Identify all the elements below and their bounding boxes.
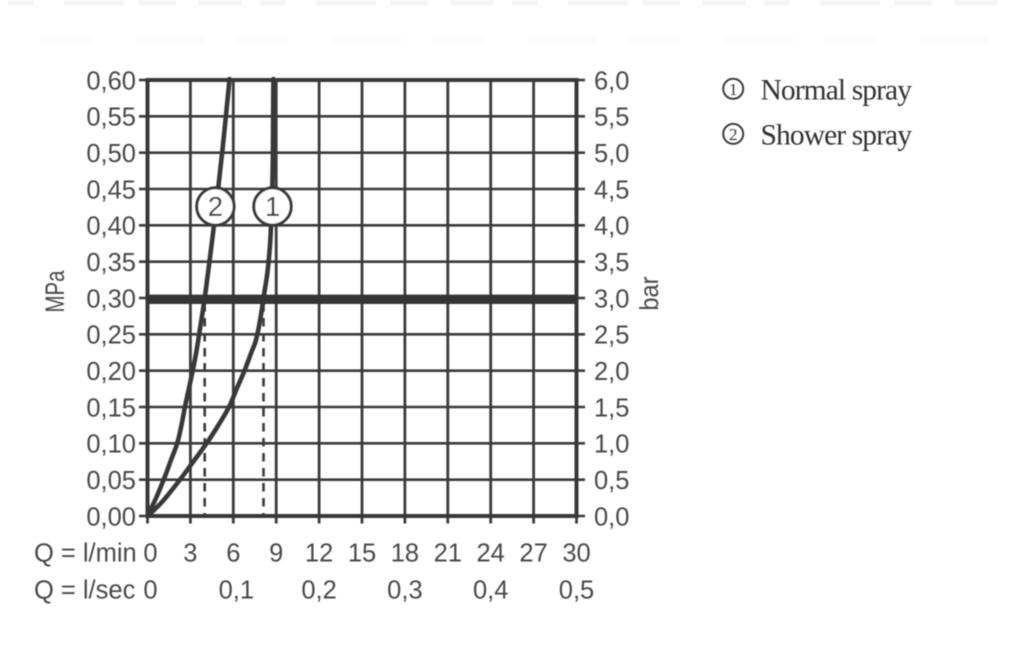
svg-text:0: 0 xyxy=(143,577,157,605)
svg-text:0,40: 0,40 xyxy=(86,213,136,241)
svg-text:1: 1 xyxy=(265,191,280,222)
svg-text:12: 12 xyxy=(305,539,333,567)
svg-text:0,00: 0,00 xyxy=(86,503,136,531)
svg-text:0,0: 0,0 xyxy=(594,503,629,531)
svg-text:1: 1 xyxy=(729,80,738,99)
svg-text:2: 2 xyxy=(208,191,223,222)
svg-text:Q = l/min: Q = l/min xyxy=(34,539,137,567)
svg-text:18: 18 xyxy=(391,539,419,567)
svg-text:Q = l/sec: Q = l/sec xyxy=(34,577,136,605)
svg-text:6: 6 xyxy=(226,539,240,567)
svg-text:30: 30 xyxy=(562,539,590,567)
svg-text:3: 3 xyxy=(183,539,197,567)
svg-text:3,0: 3,0 xyxy=(594,285,629,313)
svg-text:2,0: 2,0 xyxy=(594,358,629,386)
svg-text:24: 24 xyxy=(477,539,505,567)
svg-text:1,0: 1,0 xyxy=(594,431,629,459)
svg-text:0,35: 0,35 xyxy=(86,249,136,277)
svg-text:3,5: 3,5 xyxy=(594,249,629,277)
svg-text:0,15: 0,15 xyxy=(86,394,136,422)
svg-text:21: 21 xyxy=(434,539,462,567)
svg-text:5,0: 5,0 xyxy=(594,140,629,168)
svg-text:2,5: 2,5 xyxy=(594,322,629,350)
svg-text:0,5: 0,5 xyxy=(594,467,629,495)
svg-text:0,45: 0,45 xyxy=(86,176,136,204)
svg-text:27: 27 xyxy=(519,539,547,567)
svg-text:9: 9 xyxy=(269,539,283,567)
svg-text:0,25: 0,25 xyxy=(86,322,136,350)
svg-text:0,60: 0,60 xyxy=(86,67,136,95)
svg-text:Normal spray: Normal spray xyxy=(761,74,913,106)
svg-text:0,10: 0,10 xyxy=(86,431,136,459)
svg-text:2: 2 xyxy=(729,125,738,144)
svg-text:0,55: 0,55 xyxy=(86,104,136,132)
svg-text:6,0: 6,0 xyxy=(594,67,629,95)
svg-text:0,5: 0,5 xyxy=(559,577,594,605)
svg-text:0,05: 0,05 xyxy=(86,467,136,495)
svg-text:4,0: 4,0 xyxy=(594,213,629,241)
svg-text:0,30: 0,30 xyxy=(86,285,136,313)
svg-text:0: 0 xyxy=(143,539,157,567)
svg-text:0,50: 0,50 xyxy=(86,140,136,168)
svg-text:Shower spray: Shower spray xyxy=(761,120,913,152)
svg-text:bar: bar xyxy=(634,276,664,310)
svg-text:1,5: 1,5 xyxy=(594,394,629,422)
svg-text:4,5: 4,5 xyxy=(594,176,629,204)
svg-text:5,5: 5,5 xyxy=(594,104,629,132)
svg-text:0,1: 0,1 xyxy=(219,577,254,605)
svg-text:0,4: 0,4 xyxy=(473,577,508,605)
svg-text:MPa: MPa xyxy=(40,270,70,313)
svg-text:0,3: 0,3 xyxy=(387,577,422,605)
svg-text:15: 15 xyxy=(348,539,376,567)
svg-text:0,20: 0,20 xyxy=(86,358,136,386)
svg-text:0,2: 0,2 xyxy=(301,577,336,605)
